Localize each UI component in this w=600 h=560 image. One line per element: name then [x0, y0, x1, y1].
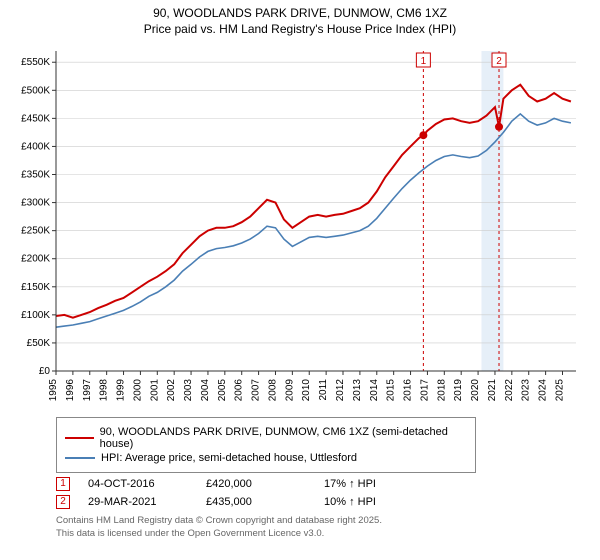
svg-text:2004: 2004 [200, 379, 211, 402]
svg-text:£350K: £350K [21, 170, 50, 181]
svg-text:2009: 2009 [284, 379, 295, 402]
svg-text:2006: 2006 [234, 379, 245, 402]
sale-marker: 2 [56, 495, 70, 509]
title-line1: 90, WOODLANDS PARK DRIVE, DUNMOW, CM6 1X… [6, 6, 594, 22]
sales-table: 1 04-OCT-2016 £420,000 17% ↑ HPI 2 29-MAR-202… [56, 477, 594, 509]
svg-text:2: 2 [496, 56, 502, 67]
svg-text:1: 1 [421, 56, 427, 67]
svg-text:2016: 2016 [403, 379, 414, 402]
svg-text:£500K: £500K [21, 85, 50, 96]
svg-text:2014: 2014 [369, 379, 380, 402]
chart-area: 1 2 £0 £50K £100K £150K £200K £250K £300K £350K £4… [6, 41, 594, 411]
sale-row: 2 29-MAR-2021 £435,000 10% ↑ HPI [56, 495, 594, 509]
svg-text:2002: 2002 [166, 379, 177, 402]
sale-price: £435,000 [206, 496, 306, 508]
svg-text:£450K: £450K [21, 114, 50, 125]
svg-text:£50K: £50K [27, 338, 51, 349]
svg-text:2011: 2011 [318, 379, 329, 401]
legend-item: 90, WOODLANDS PARK DRIVE, DUNMOW, CM6 1X… [65, 426, 467, 450]
sale-date: 04-OCT-2016 [88, 478, 188, 490]
svg-text:1995: 1995 [48, 379, 59, 402]
svg-text:2005: 2005 [217, 379, 228, 402]
sale-date: 29-MAR-2021 [88, 496, 188, 508]
svg-text:2020: 2020 [470, 379, 481, 402]
svg-text:2010: 2010 [301, 379, 312, 402]
sale-row: 1 04-OCT-2016 £420,000 17% ↑ HPI [56, 477, 594, 491]
sale-price: £420,000 [206, 478, 306, 490]
svg-text:2015: 2015 [386, 379, 397, 402]
legend: 90, WOODLANDS PARK DRIVE, DUNMOW, CM6 1X… [56, 417, 476, 473]
svg-text:£400K: £400K [21, 142, 50, 153]
svg-text:2023: 2023 [521, 379, 532, 402]
svg-text:2008: 2008 [267, 379, 278, 402]
legend-item: HPI: Average price, semi-detached house,… [65, 452, 467, 464]
svg-text:£150K: £150K [21, 282, 50, 293]
svg-text:2012: 2012 [335, 379, 346, 402]
svg-text:£100K: £100K [21, 310, 50, 321]
legend-swatch [65, 437, 94, 439]
svg-text:£250K: £250K [21, 226, 50, 237]
svg-text:£0: £0 [39, 366, 51, 377]
svg-text:1999: 1999 [116, 379, 127, 402]
svg-text:2003: 2003 [183, 379, 194, 402]
svg-text:£200K: £200K [21, 254, 50, 265]
footnote-line1: Contains HM Land Registry data © Crown c… [56, 515, 594, 527]
svg-text:1998: 1998 [99, 379, 110, 402]
svg-text:2022: 2022 [504, 379, 515, 402]
legend-swatch [65, 457, 95, 459]
footnote-line2: This data is licensed under the Open Gov… [56, 528, 594, 540]
svg-text:2001: 2001 [149, 379, 160, 402]
svg-text:2021: 2021 [487, 379, 498, 402]
legend-label: HPI: Average price, semi-detached house,… [101, 452, 357, 464]
line-chart: 1 2 £0 £50K £100K £150K £200K £250K £300K £350K £4… [6, 41, 586, 411]
svg-text:2017: 2017 [419, 379, 430, 402]
footnote: Contains HM Land Registry data © Crown c… [56, 515, 594, 540]
svg-text:2007: 2007 [251, 379, 262, 402]
svg-text:£300K: £300K [21, 198, 50, 209]
legend-label: 90, WOODLANDS PARK DRIVE, DUNMOW, CM6 1X… [100, 426, 467, 450]
svg-text:1997: 1997 [82, 379, 93, 402]
svg-text:£550K: £550K [21, 57, 50, 68]
svg-text:1996: 1996 [65, 379, 76, 402]
sale-delta: 10% ↑ HPI [324, 496, 424, 508]
svg-text:2018: 2018 [436, 379, 447, 402]
svg-text:2019: 2019 [453, 379, 464, 402]
svg-text:2013: 2013 [352, 379, 363, 402]
svg-text:2024: 2024 [538, 379, 549, 402]
svg-text:2025: 2025 [554, 379, 565, 402]
svg-text:2000: 2000 [132, 379, 143, 402]
chart-title: 90, WOODLANDS PARK DRIVE, DUNMOW, CM6 1X… [6, 6, 594, 37]
sale-marker: 1 [56, 477, 70, 491]
title-line2: Price paid vs. HM Land Registry's House … [6, 22, 594, 38]
sale-delta: 17% ↑ HPI [324, 478, 424, 490]
